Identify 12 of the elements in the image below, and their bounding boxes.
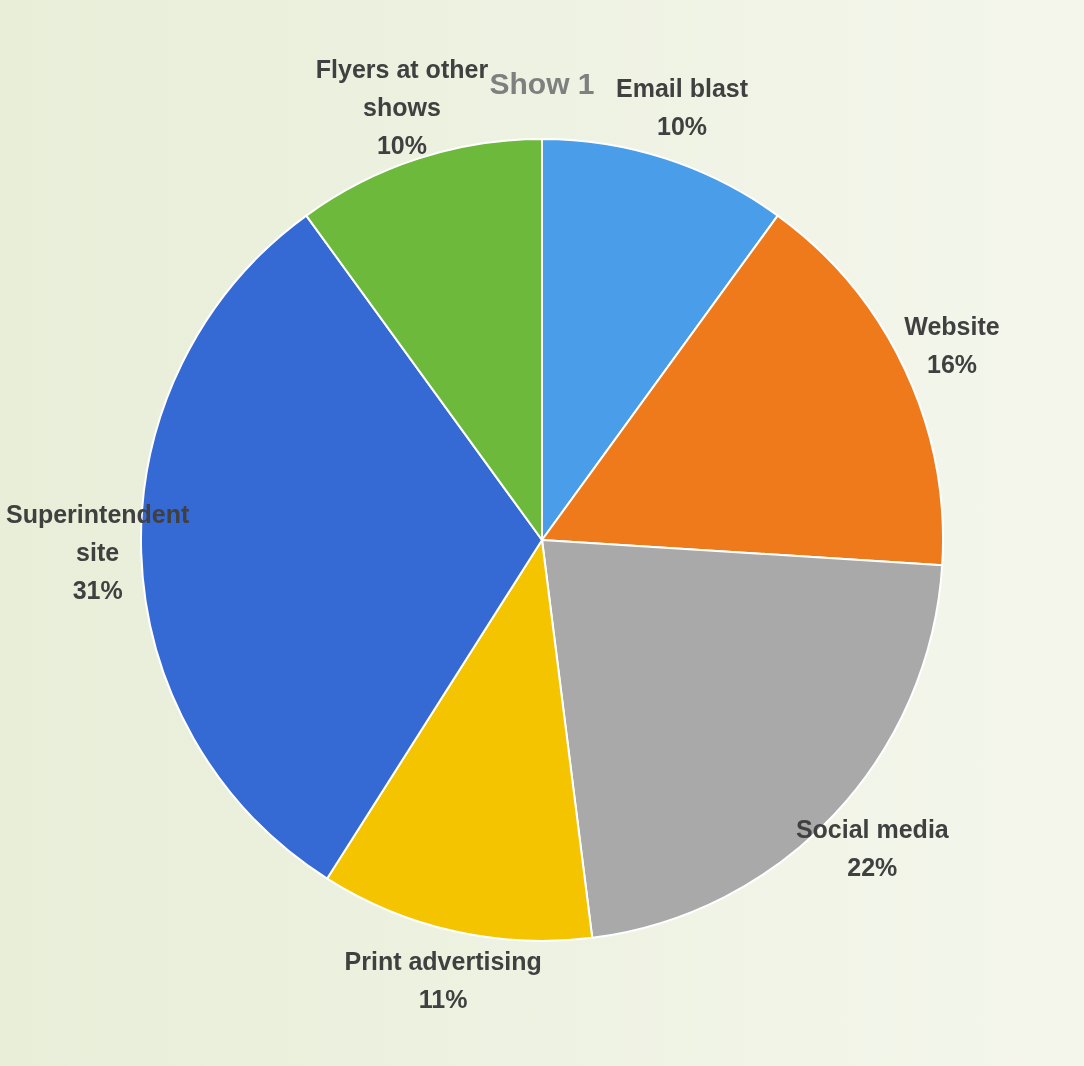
slice-label: Website bbox=[904, 311, 1000, 340]
data-label: 31% bbox=[72, 576, 123, 605]
data-label: 22% bbox=[847, 853, 898, 882]
slice-label: Social media bbox=[795, 815, 950, 844]
chart-title: Show 1 bbox=[489, 67, 595, 101]
data-label: 16% bbox=[926, 349, 978, 378]
slice-label: Email blast bbox=[616, 73, 749, 102]
data-label: 11% bbox=[418, 985, 468, 1014]
data-label: 10% bbox=[657, 111, 708, 140]
slice-label: Print advertising bbox=[344, 947, 542, 976]
slice-label: Flyers at other shows bbox=[315, 54, 489, 121]
data-label: 10% bbox=[376, 130, 427, 159]
